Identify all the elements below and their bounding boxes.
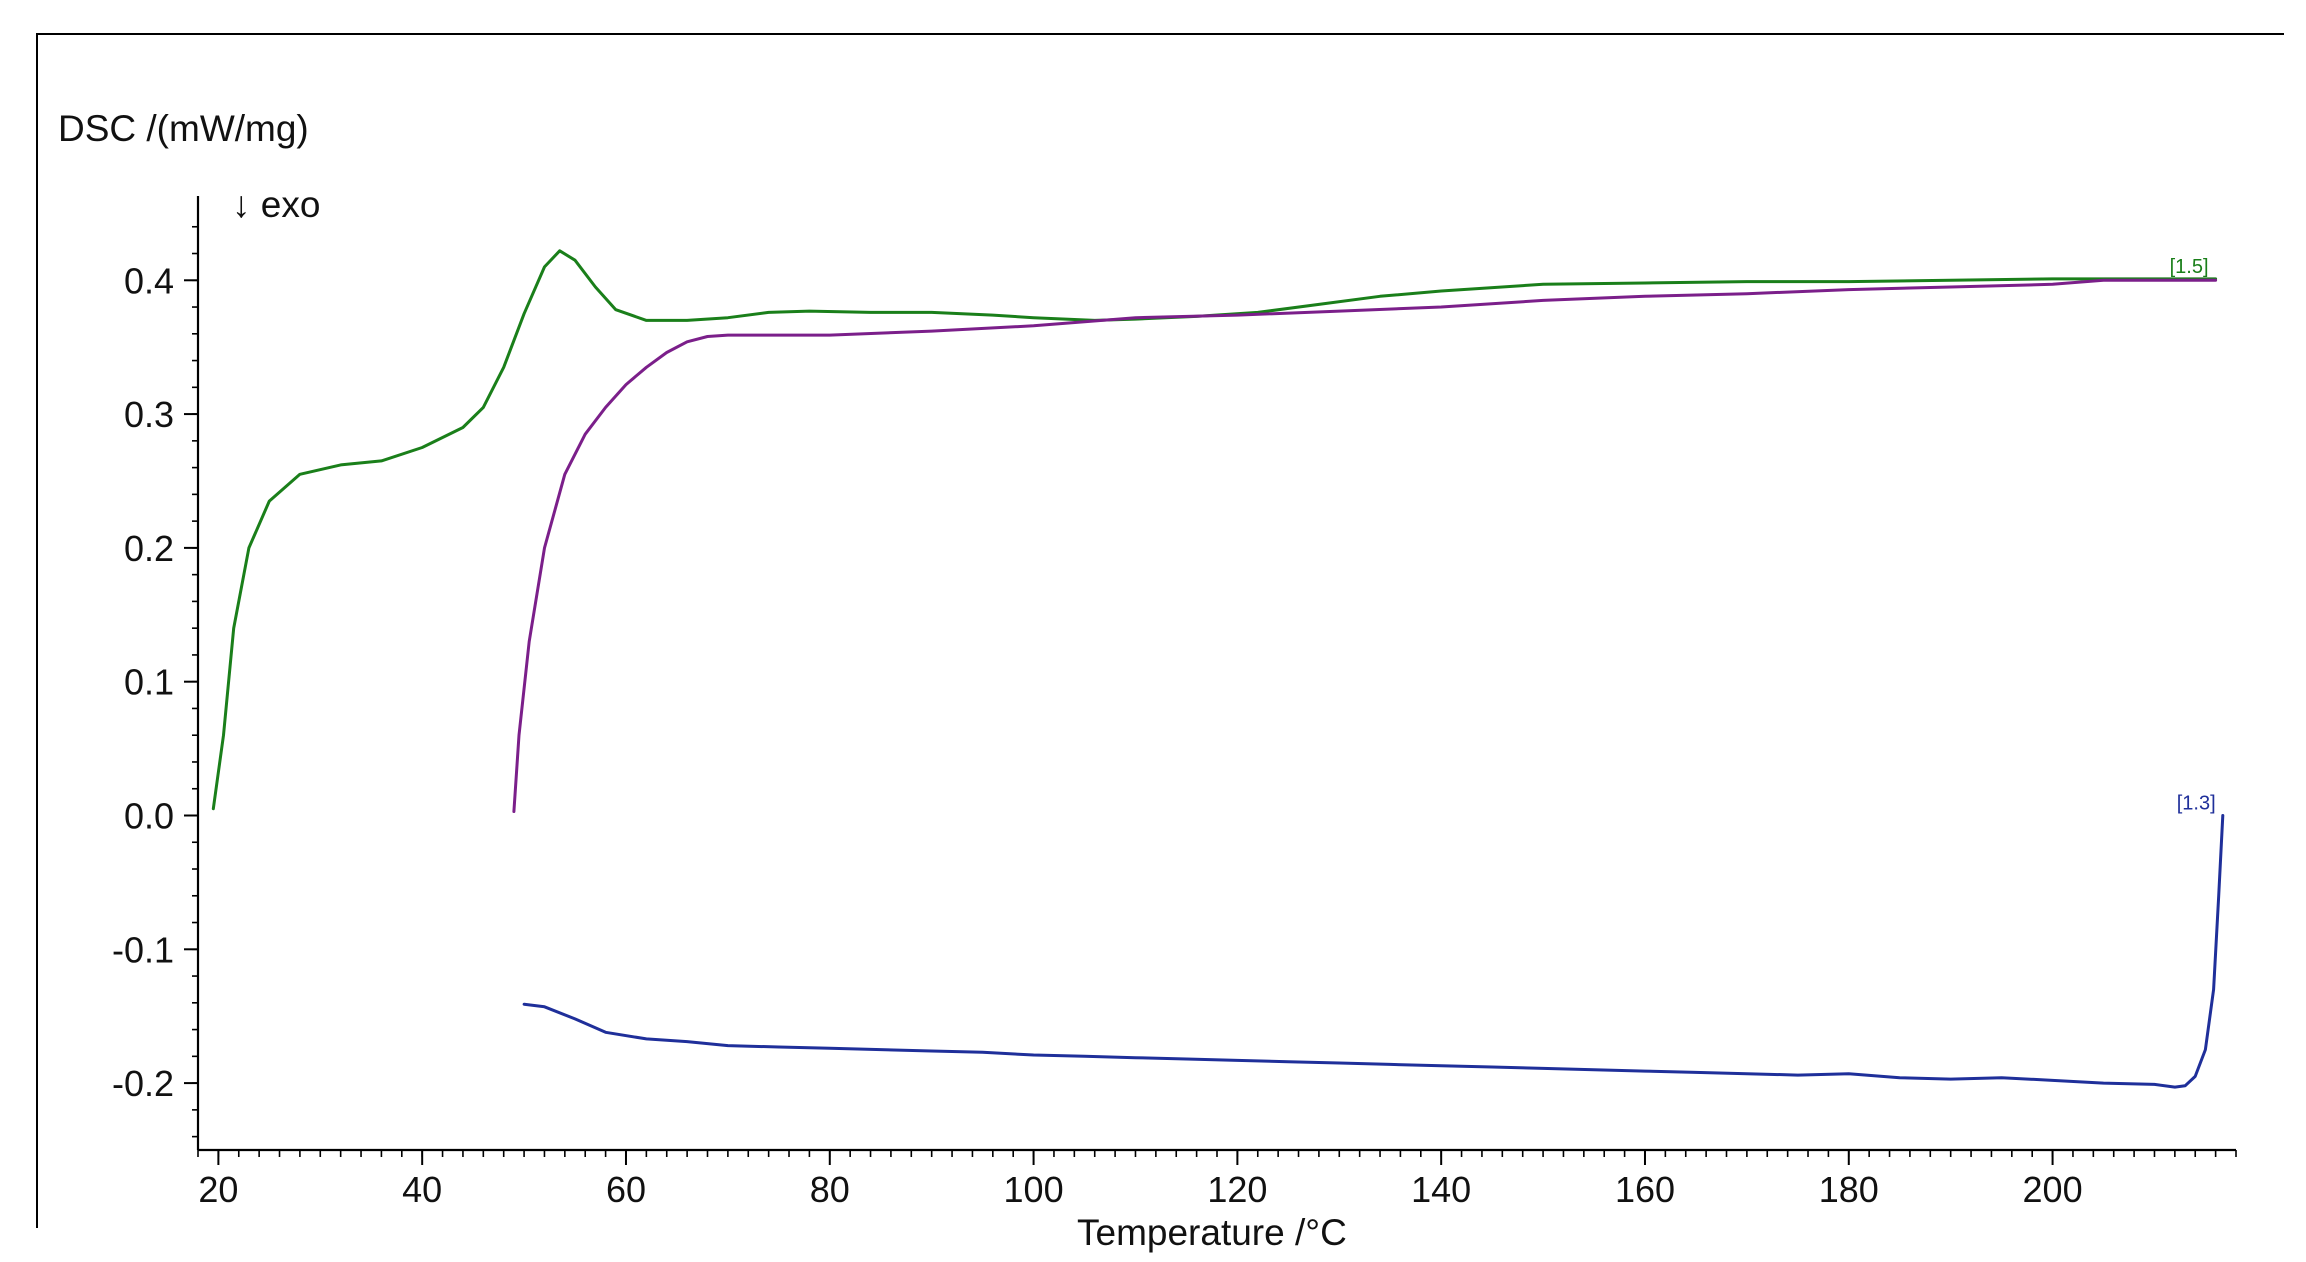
series-label-1: [1.5] (2170, 256, 2209, 278)
y-tick-label: -0.2 (112, 1063, 174, 1104)
y-tick-label: -0.1 (112, 929, 174, 970)
figure-frame-left (36, 33, 38, 1228)
series-line-2 (512, 278, 2218, 813)
y-tick-label: 0.0 (124, 795, 174, 836)
x-tick-label: 80 (810, 1169, 850, 1210)
x-tick-label: 160 (1615, 1169, 1675, 1210)
x-tick-label: 100 (1004, 1169, 1064, 1210)
y-tick-label: 0.2 (124, 528, 174, 569)
series-line-3 (522, 814, 2225, 1089)
x-tick-label: 20 (198, 1169, 238, 1210)
y-tick-label: 0.4 (124, 260, 174, 301)
x-tick-label: 120 (1207, 1169, 1267, 1210)
exo-annotation: ↓ exo (232, 184, 321, 225)
y-tick-label: 0.3 (124, 394, 174, 435)
x-tick-label: 60 (606, 1169, 646, 1210)
x-tick-label: 40 (402, 1169, 442, 1210)
series-label-3: [1.3] (2177, 792, 2216, 814)
figure-frame-top (36, 33, 2284, 35)
series-line-1 (211, 249, 2218, 811)
x-axis-title: Temperature /°C (1077, 1212, 1347, 1253)
x-tick-label: 200 (2023, 1169, 2083, 1210)
x-tick-label: 180 (1819, 1169, 1879, 1210)
y-axis-label: DSC /(mW/mg) (58, 108, 309, 149)
x-tick-label: 140 (1411, 1169, 1471, 1210)
y-tick-label: 0.1 (124, 662, 174, 703)
